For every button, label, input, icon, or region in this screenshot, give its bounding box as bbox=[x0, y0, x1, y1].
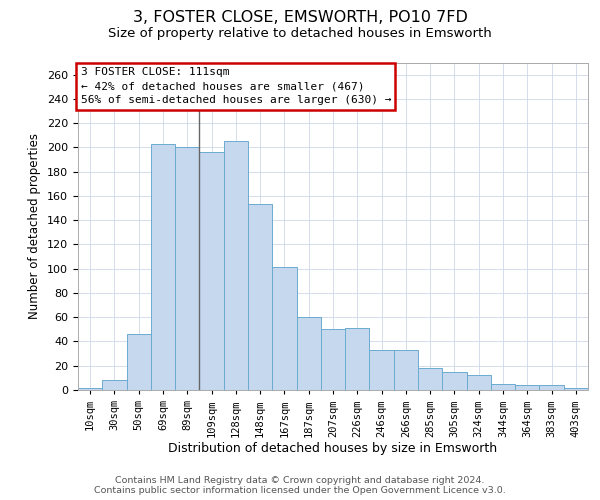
Bar bbox=[102, 380, 127, 390]
Bar bbox=[564, 388, 588, 390]
Bar bbox=[321, 330, 345, 390]
Text: Size of property relative to detached houses in Emsworth: Size of property relative to detached ho… bbox=[108, 28, 492, 40]
Bar bbox=[127, 334, 151, 390]
Bar bbox=[418, 368, 442, 390]
Bar bbox=[224, 142, 248, 390]
Y-axis label: Number of detached properties: Number of detached properties bbox=[28, 133, 41, 320]
Bar bbox=[515, 385, 539, 390]
Bar bbox=[539, 385, 564, 390]
Bar bbox=[370, 350, 394, 390]
Bar bbox=[394, 350, 418, 390]
Bar bbox=[248, 204, 272, 390]
Bar bbox=[442, 372, 467, 390]
Bar bbox=[175, 148, 199, 390]
Bar bbox=[296, 317, 321, 390]
Text: 3, FOSTER CLOSE, EMSWORTH, PO10 7FD: 3, FOSTER CLOSE, EMSWORTH, PO10 7FD bbox=[133, 10, 467, 25]
Bar bbox=[491, 384, 515, 390]
X-axis label: Distribution of detached houses by size in Emsworth: Distribution of detached houses by size … bbox=[169, 442, 497, 455]
Bar bbox=[151, 144, 175, 390]
Bar bbox=[467, 376, 491, 390]
Bar bbox=[272, 268, 296, 390]
Bar bbox=[345, 328, 370, 390]
Text: Contains HM Land Registry data © Crown copyright and database right 2024.
Contai: Contains HM Land Registry data © Crown c… bbox=[94, 476, 506, 495]
Bar bbox=[78, 388, 102, 390]
Bar bbox=[199, 152, 224, 390]
Text: 3 FOSTER CLOSE: 111sqm
← 42% of detached houses are smaller (467)
56% of semi-de: 3 FOSTER CLOSE: 111sqm ← 42% of detached… bbox=[80, 68, 391, 106]
